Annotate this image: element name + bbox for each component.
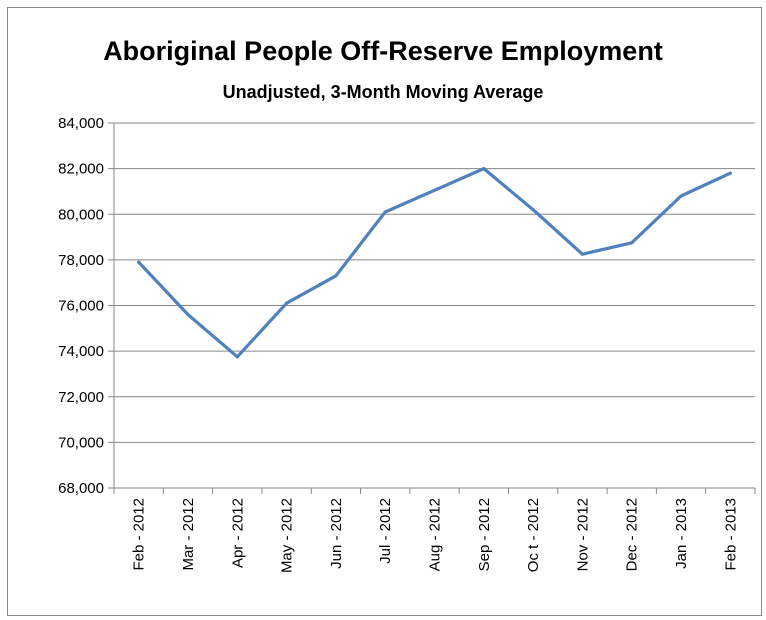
- y-tick-label: 72,000: [58, 389, 104, 406]
- axes: [108, 122, 756, 494]
- data-point: [186, 313, 190, 317]
- chart-subtitle: Unadjusted, 3-Month Moving Average: [222, 82, 544, 102]
- data-point: [334, 274, 338, 278]
- chart-area: [7, 7, 762, 616]
- x-tick-label: Nov - 2012: [574, 498, 591, 571]
- y-tick-label: 82,000: [58, 161, 104, 178]
- data-point: [432, 188, 437, 192]
- y-tick-label: 70,000: [58, 434, 104, 451]
- y-axis-ticks: 84,000 82,000 80,000 78,000 76,000 74,000 72,0…: [58, 115, 104, 497]
- data-point: [728, 171, 732, 175]
- series-layer: [137, 167, 732, 359]
- data-point: [284, 301, 289, 305]
- x-tick-label: Apr - 2012: [229, 498, 246, 568]
- x-tick-label: Jun - 2012: [328, 498, 345, 569]
- gridlines: [114, 122, 755, 443]
- y-tick-label: 80,000: [58, 206, 104, 223]
- x-tick-label: Sep - 2012: [476, 498, 493, 571]
- data-point: [630, 241, 634, 245]
- y-tick-label: 78,000: [58, 252, 104, 269]
- data-point: [679, 194, 683, 198]
- data-point: [580, 252, 585, 256]
- x-tick-label: Dec - 2012: [624, 498, 641, 571]
- y-tick-label: 74,000: [58, 343, 104, 360]
- x-tick-label: Jan - 2013: [673, 498, 690, 569]
- x-tick-label: Jul - 2012: [377, 498, 394, 564]
- data-point: [482, 167, 486, 171]
- y-tick-label: 84,000: [58, 115, 104, 132]
- y-tick-label: 76,000: [58, 298, 104, 315]
- data-point: [137, 260, 141, 264]
- x-tick-label: Oc t - 2012: [525, 498, 542, 572]
- data-point: [383, 210, 387, 214]
- data-point: [531, 208, 535, 212]
- series-line: [137, 167, 732, 359]
- x-tick-label: May - 2012: [279, 498, 296, 573]
- x-tick-label: Aug - 2012: [427, 498, 444, 571]
- x-tick-label: Feb - 2013: [722, 498, 739, 571]
- chart-title: Aboriginal People Off-Reserve Employment: [103, 36, 663, 66]
- x-axis-ticks: Feb - 2012 Mar - 2012 Apr - 2012 May - 2012…: [131, 498, 740, 573]
- data-point: [235, 355, 239, 359]
- y-tick-label: 68,000: [58, 480, 104, 497]
- x-tick-label: Feb - 2012: [131, 498, 148, 571]
- x-tick-label: Mar - 2012: [180, 498, 197, 571]
